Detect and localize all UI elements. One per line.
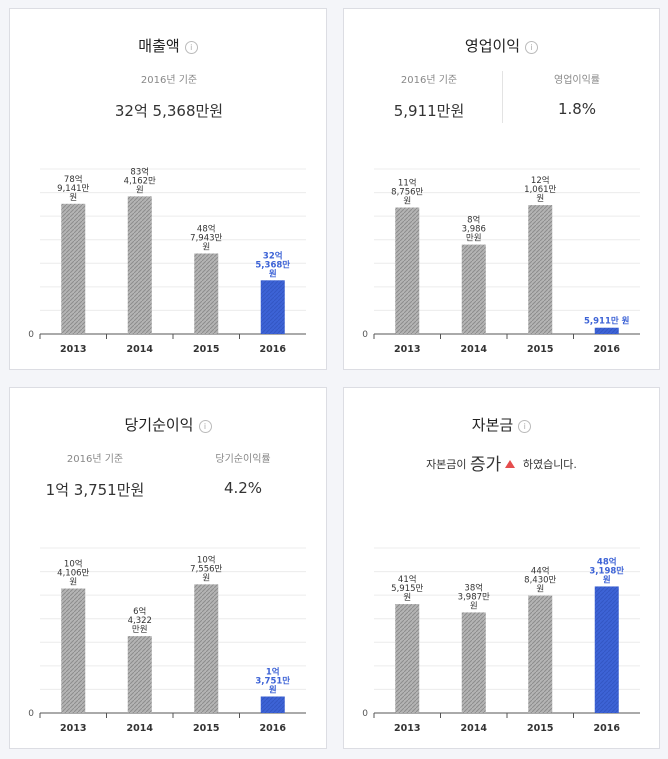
margin-caption: 영업이익률 — [554, 75, 600, 86]
bar-chart: 0 41억 5,915만 원 2013 38억 3,987만 원 2014 44억 8,430만 원 2… — [362, 547, 640, 734]
panel-title: 매출액 i — [10, 35, 326, 56]
info-icon[interactable]: i — [525, 41, 539, 54]
x-tick-label-2014: 2014 — [127, 344, 154, 355]
bar-2016 — [594, 327, 619, 334]
margin-caption: 당기순이익률 — [215, 454, 271, 465]
x-tick-label-2016: 2016 — [260, 344, 287, 355]
bar-2015 — [194, 253, 219, 334]
summary-value: 1억 3,751만원 — [45, 481, 145, 499]
x-tick-label-2013: 2013 — [394, 723, 420, 734]
x-tick-label-2016: 2016 — [594, 723, 621, 734]
revenue-panel: 매출액 i 2016년 기준 32억 5,368만원 0 78억 9,141만 원 201… — [9, 8, 327, 370]
y-axis-zero-label: 0 — [28, 330, 34, 340]
bar-2016 — [594, 586, 619, 713]
summary-value: 5,911만원 — [393, 102, 465, 120]
panel-title: 자본금 i — [344, 414, 659, 435]
info-icon[interactable]: i — [198, 420, 212, 433]
panel-title: 당기순이익 i — [10, 414, 326, 435]
bar-2013 — [61, 203, 86, 334]
bar-2013 — [395, 207, 420, 334]
x-tick-label-2014: 2014 — [127, 723, 154, 734]
x-tick-label-2015: 2015 — [193, 344, 219, 355]
data-label-2015: 48억 7,943만 원 — [190, 223, 222, 252]
bar-chart: 0 10억 4,106만 원 2013 6억 4,322 만원 2014 10억 7,556만 원 20… — [28, 547, 306, 734]
up-triangle-icon — [505, 460, 516, 468]
bar-2015 — [528, 205, 553, 334]
panel-title: 영업이익 i — [344, 35, 659, 56]
x-tick-label-2013: 2013 — [394, 344, 420, 355]
basis-year-caption: 2016년 기준 — [400, 75, 458, 86]
data-label-2016: 5,911만 원 — [584, 316, 630, 327]
y-axis-zero-label: 0 — [362, 330, 368, 340]
bar-2014 — [461, 612, 486, 713]
summary-value: 32억 5,368만원 — [114, 102, 224, 120]
summary-divider — [502, 71, 503, 123]
info-icon[interactable]: i — [518, 420, 532, 433]
info-icon[interactable]: i — [184, 41, 198, 54]
x-tick-label-2015: 2015 — [527, 344, 553, 355]
x-tick-label-2015: 2015 — [193, 723, 219, 734]
bar-2014 — [461, 244, 486, 334]
bar-2014 — [127, 636, 152, 713]
bar-2013 — [395, 604, 420, 713]
bar-2016 — [260, 696, 285, 713]
data-label-2013: 78억 9,141만 원 — [57, 174, 89, 203]
data-label-2016: 48억 3,198만 원 — [589, 556, 624, 585]
data-label-2016: 1억 3,751만 원 — [255, 667, 290, 696]
data-label-2015: 12억 1,061만 원 — [524, 175, 556, 204]
capital-status-note: 자본금이 증가 하였습니다. — [426, 455, 577, 475]
x-tick-label-2014: 2014 — [461, 344, 488, 355]
data-label-2014: 6억 4,322 만원 — [128, 606, 152, 635]
y-axis-zero-label: 0 — [28, 709, 34, 719]
bar-2014 — [127, 196, 152, 334]
x-tick-label-2016: 2016 — [594, 344, 621, 355]
data-label-2014: 83억 4,162만 원 — [124, 166, 156, 195]
y-axis-zero-label: 0 — [362, 709, 368, 719]
basis-year-caption: 2016년 기준 — [66, 454, 124, 465]
data-label-2015: 44억 8,430만 원 — [524, 566, 556, 595]
x-tick-label-2016: 2016 — [260, 723, 287, 734]
data-label-2016: 32억 5,368만 원 — [255, 250, 290, 279]
bar-chart: 0 11억 8,756만 원 2013 8억 3,986 만원 2014 12억 1,061만 원 20… — [362, 168, 640, 355]
data-label-2013: 10억 4,106만 원 — [57, 559, 89, 588]
status-word: 증가 — [470, 455, 502, 475]
margin-value: 4.2% — [223, 479, 263, 497]
bar-2015 — [528, 595, 553, 713]
bar-2016 — [260, 280, 285, 334]
x-tick-label-2015: 2015 — [527, 723, 553, 734]
x-tick-label-2013: 2013 — [60, 344, 86, 355]
x-tick-label-2013: 2013 — [60, 723, 86, 734]
bar-chart: 0 78억 9,141만 원 2013 83억 4,162만 원 2014 48억 7,943만 원 2… — [28, 166, 306, 355]
data-label-2013: 41억 5,915만 원 — [391, 574, 423, 603]
data-label-2013: 11억 8,756만 원 — [391, 178, 423, 207]
x-tick-label-2014: 2014 — [461, 723, 488, 734]
bar-2015 — [194, 584, 219, 713]
net-income-panel: 당기순이익 i 2016년 기준 1억 3,751만원 당기순이익률 4.2% 0… — [9, 387, 327, 749]
margin-value: 1.8% — [557, 100, 597, 118]
data-label-2015: 10억 7,556만 원 — [190, 554, 222, 583]
operating-profit-panel: 영업이익 i 2016년 기준 5,911만원 영업이익률 1.8% 0 11억 8,… — [343, 8, 660, 370]
data-label-2014: 38억 3,987만 원 — [458, 582, 490, 611]
bar-2013 — [61, 588, 86, 713]
basis-year-caption: 2016년 기준 — [140, 75, 198, 86]
capital-panel: 자본금 i 자본금이 증가 하였습니다. 0 41억 5,915만 원 2013 38억 3,… — [343, 387, 660, 749]
data-label-2014: 8억 3,986 만원 — [462, 215, 486, 244]
